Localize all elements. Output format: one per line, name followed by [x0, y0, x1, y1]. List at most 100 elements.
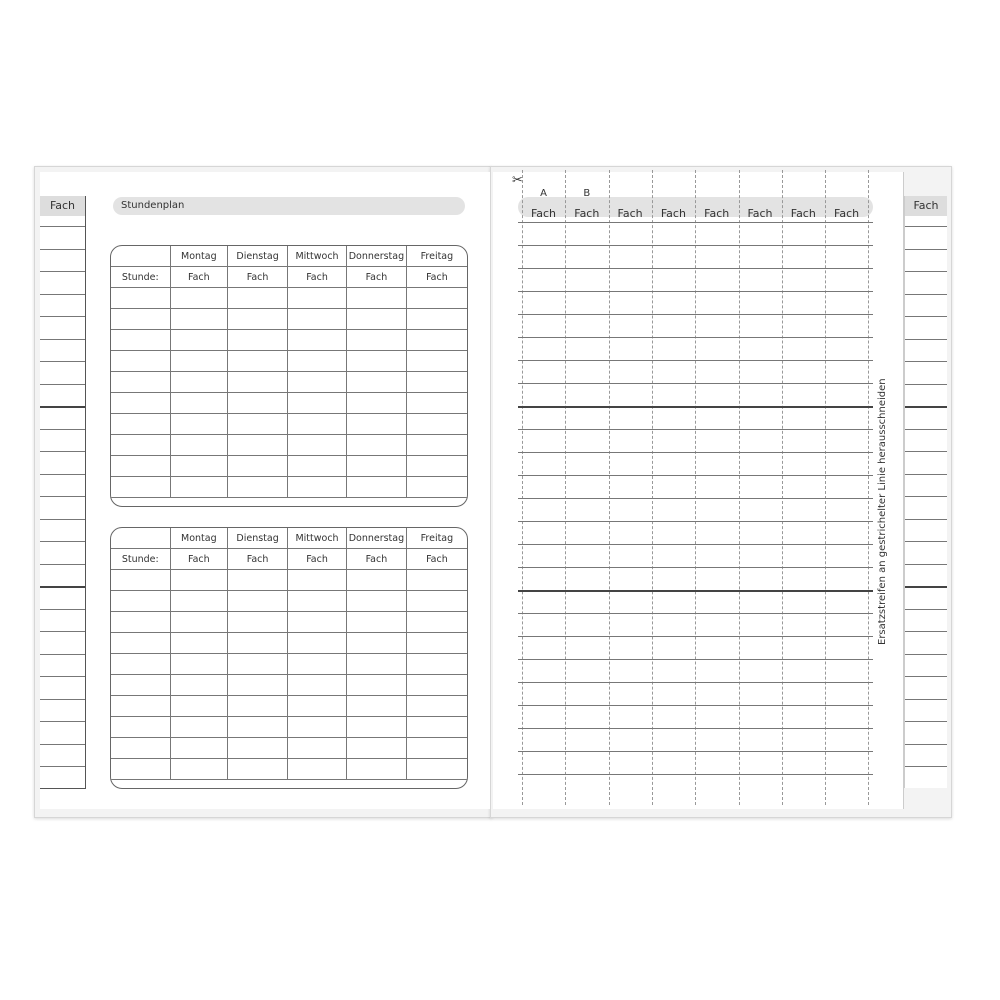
table-cell[interactable]	[111, 695, 171, 717]
table-cell[interactable]	[227, 371, 289, 393]
scissors-icon[interactable]: ✂	[512, 173, 523, 188]
table-cell[interactable]	[287, 611, 348, 633]
table-cell[interactable]	[111, 569, 171, 591]
table-cell[interactable]	[405, 287, 467, 309]
table-cell[interactable]	[346, 476, 407, 498]
table-cell[interactable]	[287, 350, 348, 372]
table-cell[interactable]	[287, 653, 348, 675]
table-cell[interactable]	[287, 758, 348, 780]
table-cell[interactable]	[405, 674, 467, 696]
table-cell[interactable]	[169, 590, 229, 612]
table-cell[interactable]	[405, 695, 467, 717]
table-cell[interactable]	[287, 632, 348, 654]
table-cell[interactable]	[169, 476, 229, 498]
table-cell[interactable]	[405, 569, 467, 591]
table-cell[interactable]	[169, 392, 229, 414]
table-cell[interactable]	[227, 611, 289, 633]
table-cell[interactable]	[346, 674, 407, 696]
table-cell[interactable]	[287, 308, 348, 330]
table-cell[interactable]	[169, 716, 229, 738]
table-cell[interactable]	[111, 455, 171, 477]
table-cell[interactable]	[346, 611, 407, 633]
table-cell[interactable]	[287, 434, 348, 456]
table-cell[interactable]	[346, 392, 407, 414]
table-cell[interactable]	[111, 653, 171, 675]
table-cell[interactable]	[287, 413, 348, 435]
table-cell[interactable]	[227, 413, 289, 435]
table-cell[interactable]	[111, 350, 171, 372]
table-cell[interactable]	[169, 674, 229, 696]
table-cell[interactable]	[111, 716, 171, 738]
table-cell[interactable]	[346, 569, 407, 591]
table-cell[interactable]	[227, 590, 289, 612]
table-cell[interactable]	[169, 350, 229, 372]
table-cell[interactable]	[346, 653, 407, 675]
table-cell[interactable]	[405, 308, 467, 330]
table-cell[interactable]	[111, 674, 171, 696]
table-cell[interactable]	[111, 308, 171, 330]
table-cell[interactable]	[346, 590, 407, 612]
table-cell[interactable]	[287, 695, 348, 717]
table-cell[interactable]	[346, 632, 407, 654]
table-cell[interactable]	[227, 569, 289, 591]
table-cell[interactable]	[227, 350, 289, 372]
table-cell[interactable]	[169, 737, 229, 759]
table-cell[interactable]	[111, 590, 171, 612]
table-cell[interactable]	[169, 758, 229, 780]
table-cell[interactable]	[346, 371, 407, 393]
table-cell[interactable]	[111, 329, 171, 351]
table-cell[interactable]	[111, 476, 171, 498]
table-cell[interactable]	[169, 371, 229, 393]
table-cell[interactable]	[227, 653, 289, 675]
table-cell[interactable]	[346, 716, 407, 738]
table-cell[interactable]	[111, 632, 171, 654]
table-cell[interactable]	[346, 329, 407, 351]
table-cell[interactable]	[111, 434, 171, 456]
table-cell[interactable]	[227, 632, 289, 654]
table-cell[interactable]	[169, 434, 229, 456]
table-cell[interactable]	[111, 737, 171, 759]
table-cell[interactable]	[405, 632, 467, 654]
table-cell[interactable]	[405, 371, 467, 393]
table-cell[interactable]	[227, 392, 289, 414]
table-cell[interactable]	[227, 716, 289, 738]
table-cell[interactable]	[346, 350, 407, 372]
table-cell[interactable]	[227, 695, 289, 717]
table-cell[interactable]	[287, 569, 348, 591]
table-cell[interactable]	[346, 758, 407, 780]
table-cell[interactable]	[346, 695, 407, 717]
table-cell[interactable]	[111, 758, 171, 780]
table-cell[interactable]	[346, 308, 407, 330]
table-cell[interactable]	[169, 653, 229, 675]
table-cell[interactable]	[287, 476, 348, 498]
table-cell[interactable]	[169, 413, 229, 435]
table-cell[interactable]	[287, 716, 348, 738]
table-cell[interactable]	[405, 716, 467, 738]
table-cell[interactable]	[227, 737, 289, 759]
table-cell[interactable]	[227, 434, 289, 456]
table-cell[interactable]	[111, 611, 171, 633]
table-cell[interactable]	[227, 674, 289, 696]
table-cell[interactable]	[405, 590, 467, 612]
table-cell[interactable]	[287, 287, 348, 309]
table-cell[interactable]	[169, 632, 229, 654]
table-cell[interactable]	[111, 413, 171, 435]
table-cell[interactable]	[405, 737, 467, 759]
table-cell[interactable]	[405, 611, 467, 633]
table-cell[interactable]	[169, 455, 229, 477]
table-cell[interactable]	[169, 695, 229, 717]
table-cell[interactable]	[287, 674, 348, 696]
table-cell[interactable]	[169, 569, 229, 591]
table-cell[interactable]	[405, 758, 467, 780]
table-cell[interactable]	[287, 329, 348, 351]
table-cell[interactable]	[111, 392, 171, 414]
table-cell[interactable]	[346, 434, 407, 456]
table-cell[interactable]	[346, 737, 407, 759]
table-cell[interactable]	[227, 308, 289, 330]
table-cell[interactable]	[287, 392, 348, 414]
table-cell[interactable]	[287, 455, 348, 477]
table-cell[interactable]	[111, 287, 171, 309]
table-cell[interactable]	[405, 455, 467, 477]
table-cell[interactable]	[346, 287, 407, 309]
table-cell[interactable]	[169, 287, 229, 309]
